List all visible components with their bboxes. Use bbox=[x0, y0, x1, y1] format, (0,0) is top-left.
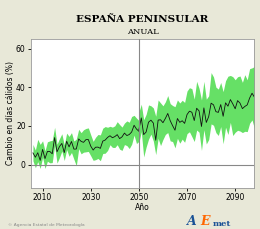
Text: A: A bbox=[187, 215, 197, 228]
Y-axis label: Cambio en días cálidos (%): Cambio en días cálidos (%) bbox=[5, 61, 15, 165]
Text: ANUAL: ANUAL bbox=[127, 28, 158, 36]
Text: met: met bbox=[213, 220, 232, 228]
Text: ESPAÑA PENINSULAR: ESPAÑA PENINSULAR bbox=[76, 15, 209, 24]
Text: © Agencia Estatal de Meteorología: © Agencia Estatal de Meteorología bbox=[8, 223, 85, 227]
X-axis label: Año: Año bbox=[135, 203, 150, 212]
Text: E: E bbox=[200, 215, 210, 228]
